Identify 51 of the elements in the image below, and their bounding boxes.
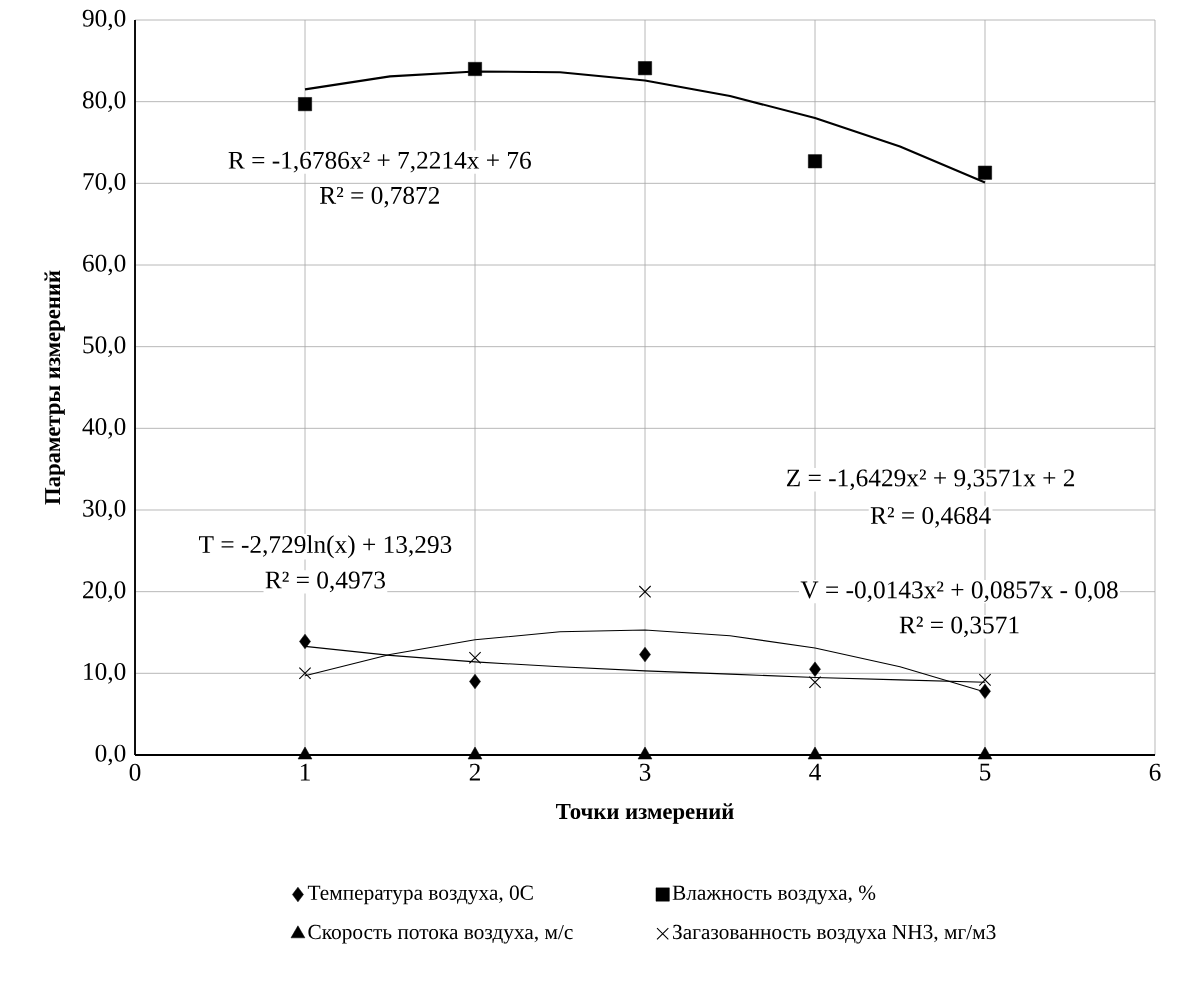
point [977, 746, 993, 760]
point [467, 746, 483, 760]
y-tick-label: 40,0 [82, 417, 126, 439]
point [468, 62, 482, 76]
annotation: R² = 0,4684 [870, 506, 991, 528]
point [638, 61, 652, 76]
annotation: R = -1,6786x² + 7,2214x + 76 [228, 151, 531, 173]
point [807, 746, 823, 760]
y-tick-label: 20,0 [83, 581, 126, 603]
y-tick-label: 60,0 [83, 254, 126, 276]
annotation: R² = 0,3571 [899, 616, 1019, 638]
y-tick-label: 10,0 [84, 662, 126, 684]
annotation: R² = 0,7872 [319, 186, 439, 208]
point [468, 651, 482, 665]
point [978, 673, 992, 687]
x-tick-label: 2 [469, 763, 480, 781]
legend-label: Температура воздуха, 0С [307, 885, 533, 905]
y-tick-label: 90,0 [82, 9, 126, 31]
y-tick-label: 80,0 [82, 91, 126, 113]
y-axis-title: Параметры измерений [44, 270, 65, 505]
y-tick-label: 0,0 [95, 744, 126, 766]
point [469, 673, 481, 690]
point [298, 97, 312, 112]
legend-label: Скорость потока воздуха, м/с [308, 924, 573, 944]
x-tick-label: 1 [300, 763, 310, 781]
x-tick-label: 5 [980, 763, 991, 781]
point [637, 746, 653, 760]
y-tick-label: 50,0 [83, 336, 126, 358]
point [809, 661, 821, 677]
annotation: T = -2,729ln(x) + 13,293 [199, 535, 452, 559]
point [979, 683, 991, 699]
point [808, 676, 822, 689]
y-tick-label: 30,0 [83, 499, 126, 521]
point [298, 667, 312, 680]
point [808, 154, 822, 169]
point [638, 585, 652, 598]
legend-label: Загазованность воздуха NH3, мг/м3 [673, 924, 996, 944]
point [299, 633, 311, 650]
x-tick-label: 3 [639, 763, 651, 781]
x-tick-label: 6 [1149, 763, 1161, 781]
point [978, 165, 992, 180]
annotation: R² = 0,4973 [265, 571, 385, 593]
point [639, 646, 651, 663]
x-tick-label: 4 [809, 763, 821, 781]
annotation: Z = -1,6429x² + 9,3571x + 2 [786, 469, 1075, 491]
point [297, 746, 313, 760]
legend-label: Влажность воздуха, % [672, 885, 876, 905]
x-axis-title: Точки измерений [556, 803, 734, 824]
y-tick-label: 70,0 [83, 172, 126, 194]
annotation: V = -0,0143x² + 0,0857x - 0,08 [800, 581, 1118, 603]
x-tick-label: 0 [129, 763, 141, 781]
